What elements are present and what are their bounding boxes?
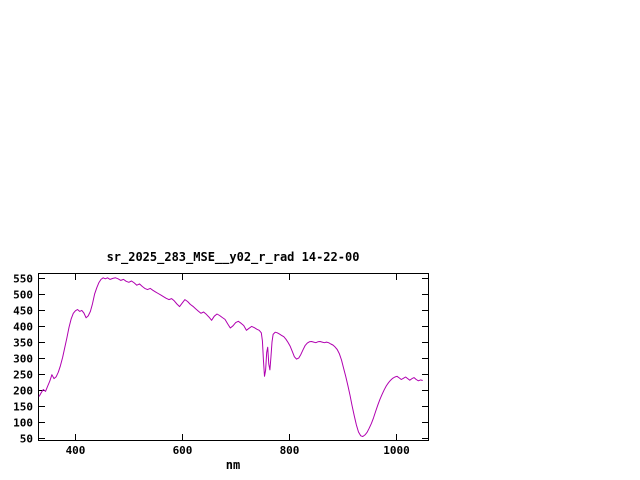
x-tick-label: 600 — [173, 444, 193, 457]
x-tick-label: 400 — [66, 444, 86, 457]
y-tick-label: 500 — [13, 289, 33, 302]
x-tick-label: 800 — [280, 444, 300, 457]
y-tick-label: 300 — [13, 353, 33, 366]
y-tick-label: 200 — [13, 385, 33, 398]
y-tick-label: 50 — [20, 433, 33, 446]
x-tick-label: 1000 — [383, 444, 410, 457]
y-tick-label: 350 — [13, 337, 33, 350]
y-tick-label: 550 — [13, 273, 33, 286]
y-tick-label: 250 — [13, 369, 33, 382]
y-tick-label: 450 — [13, 305, 33, 318]
x-axis-label: nm — [225, 458, 241, 472]
y-tick-label: 150 — [13, 401, 33, 414]
spectrum-line — [38, 277, 423, 437]
y-tick-label: 400 — [13, 321, 33, 334]
chart-title: sr_2025_283_MSE__y02_r_rad 14-22-00 — [106, 250, 360, 264]
plot-border — [38, 273, 429, 441]
y-tick-label: 100 — [13, 417, 33, 430]
